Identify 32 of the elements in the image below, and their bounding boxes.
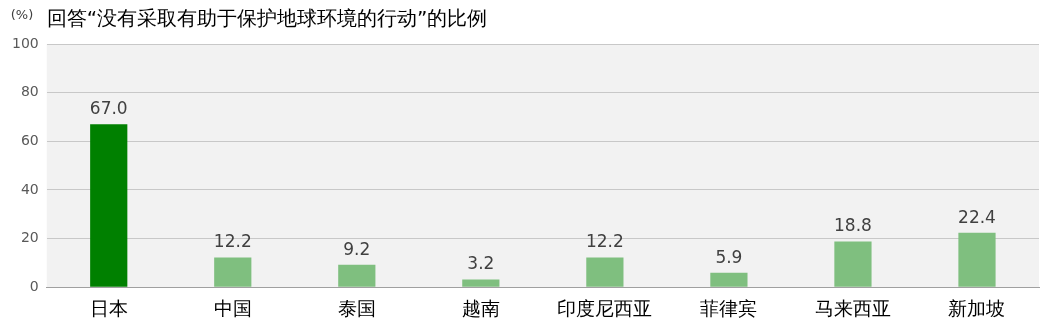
bar bbox=[214, 257, 252, 287]
y-axis-title: (%) bbox=[10, 7, 34, 23]
y-tick-label: 0 bbox=[29, 277, 39, 294]
x-tick-label: 日本 bbox=[89, 296, 128, 319]
data-label: 12.2 bbox=[213, 231, 252, 252]
bar bbox=[338, 264, 376, 287]
bar bbox=[586, 257, 624, 287]
x-tick-label: 泰国 bbox=[337, 296, 376, 319]
data-label: 18.8 bbox=[834, 215, 872, 236]
bar bbox=[462, 279, 500, 287]
x-tick-label: 菲律宾 bbox=[700, 296, 758, 319]
x-tick-label: 中国 bbox=[213, 296, 252, 319]
y-tick-label: 60 bbox=[20, 131, 39, 148]
data-label: 3.2 bbox=[467, 253, 495, 274]
x-tick-label: 马来西亚 bbox=[814, 296, 891, 319]
data-label: 9.2 bbox=[343, 238, 371, 259]
data-label: 5.9 bbox=[715, 246, 743, 267]
chart-title: 回答“没有采取有助于保护地球环境的行动”的比例 bbox=[46, 6, 488, 31]
y-tick-label: 20 bbox=[20, 229, 39, 246]
data-label: 67.0 bbox=[89, 98, 128, 119]
y-tick-label: 40 bbox=[20, 180, 39, 197]
bar bbox=[834, 241, 872, 287]
x-tick-label: 新加坡 bbox=[948, 296, 1006, 319]
bar bbox=[710, 272, 748, 287]
x-tick-label: 印度尼西亚 bbox=[557, 296, 653, 319]
bar bbox=[90, 124, 128, 287]
x-tick-label: 越南 bbox=[461, 296, 500, 319]
bar bbox=[958, 232, 996, 287]
data-label: 12.2 bbox=[585, 231, 624, 252]
y-tick-label: 100 bbox=[11, 34, 39, 51]
data-label: 22.4 bbox=[958, 206, 996, 227]
y-tick-label: 80 bbox=[20, 83, 39, 100]
